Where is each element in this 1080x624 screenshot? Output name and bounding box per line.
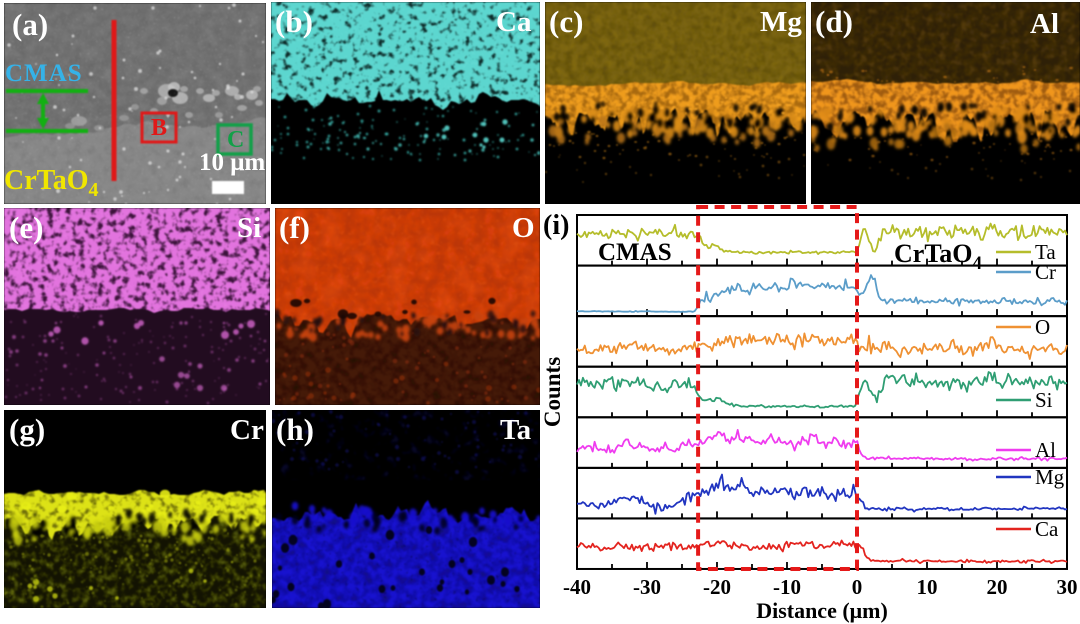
svg-text:O: O <box>1035 315 1050 339</box>
svg-text:Cr: Cr <box>1035 260 1056 284</box>
svg-text:Si: Si <box>1035 388 1053 412</box>
svg-text:-20: -20 <box>703 575 731 599</box>
svg-text:Ca: Ca <box>1035 517 1059 541</box>
svg-text:Distance (μm): Distance (μm) <box>756 598 888 623</box>
svg-text:0: 0 <box>852 575 863 599</box>
svg-text:(i): (i) <box>543 210 569 241</box>
svg-text:Al: Al <box>1035 438 1056 462</box>
svg-text:Ta: Ta <box>1035 240 1056 264</box>
svg-text:Counts: Counts <box>540 357 565 427</box>
svg-text:-40: -40 <box>563 575 591 599</box>
svg-text:Mg: Mg <box>1035 465 1065 489</box>
svg-text:10: 10 <box>917 575 938 599</box>
svg-text:CrTaO4: CrTaO4 <box>894 239 983 274</box>
svg-text:-30: -30 <box>633 575 661 599</box>
svg-text:-10: -10 <box>773 575 801 599</box>
svg-text:20: 20 <box>987 575 1008 599</box>
svg-text:30: 30 <box>1057 575 1078 599</box>
svg-text:CMAS: CMAS <box>598 239 672 266</box>
